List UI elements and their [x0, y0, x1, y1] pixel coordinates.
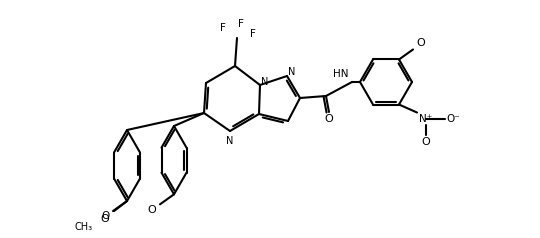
Text: N: N	[226, 136, 234, 146]
Text: N: N	[288, 67, 296, 77]
Text: N: N	[261, 77, 269, 87]
Text: O: O	[100, 214, 110, 224]
Text: O: O	[147, 205, 157, 215]
Text: O: O	[422, 137, 430, 147]
Text: F: F	[220, 23, 226, 33]
Text: O⁻: O⁻	[446, 114, 460, 124]
Text: F: F	[238, 19, 244, 29]
Text: CH₃: CH₃	[75, 222, 93, 232]
Text: O: O	[101, 211, 109, 221]
Text: F: F	[250, 29, 256, 39]
Text: O: O	[325, 114, 333, 124]
Text: O: O	[417, 39, 426, 49]
Text: N⁺: N⁺	[420, 114, 433, 124]
Text: HN: HN	[333, 69, 348, 79]
